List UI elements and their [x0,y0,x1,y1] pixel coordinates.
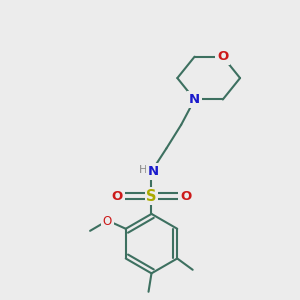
Text: N: N [189,93,200,106]
Text: O: O [180,190,191,202]
Text: H: H [138,165,147,175]
Text: O: O [217,50,228,63]
Text: O: O [112,190,123,202]
Text: S: S [146,189,157,204]
Text: N: N [147,165,158,178]
Text: O: O [103,215,112,228]
